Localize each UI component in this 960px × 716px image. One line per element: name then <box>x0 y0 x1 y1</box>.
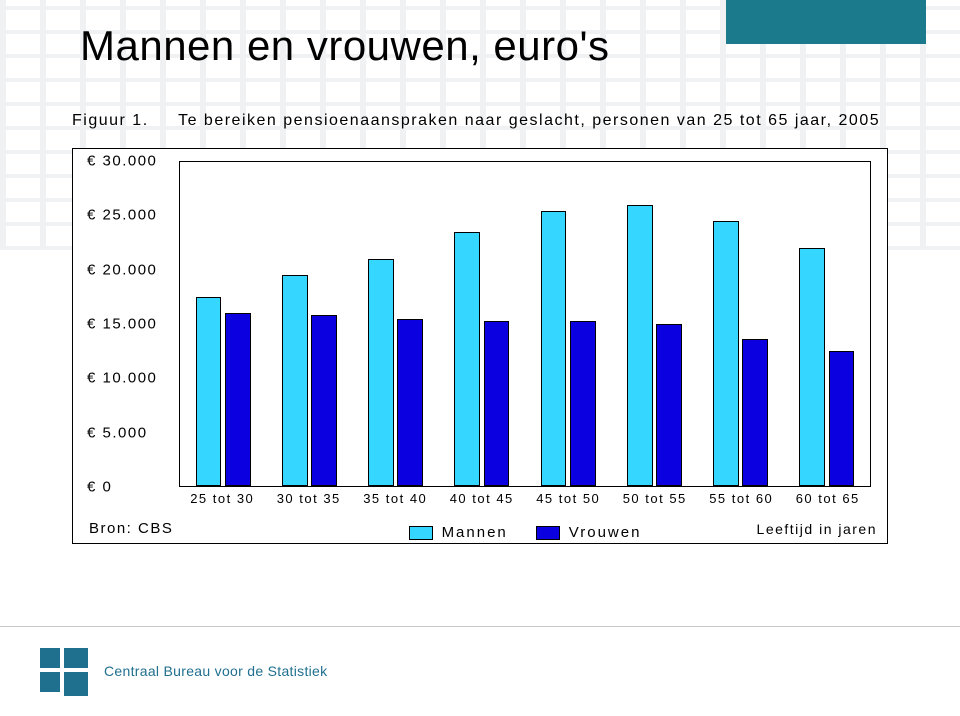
x-tick-label: 40 tot 45 <box>439 491 526 506</box>
bar-mannen <box>627 205 653 486</box>
footer: Centraal Bureau voor de Statistiek <box>0 626 960 716</box>
legend-item: Mannen <box>409 524 508 541</box>
bar-vrouwen <box>311 315 337 486</box>
legend-label: Vrouwen <box>569 524 642 541</box>
bar-group <box>266 162 352 486</box>
x-tick-label: 45 tot 50 <box>525 491 612 506</box>
plot-area <box>179 161 871 487</box>
bar-groups <box>180 162 870 486</box>
bar-mannen <box>282 275 308 486</box>
bar-group <box>784 162 870 486</box>
caption-description: Te bereiken pensioenaanspraken naar gesl… <box>178 112 880 129</box>
y-tick-label: € 10.000 <box>73 370 173 387</box>
bar-vrouwen <box>570 321 596 486</box>
legend-label: Mannen <box>442 524 508 541</box>
x-tick-label: 25 tot 30 <box>179 491 266 506</box>
caption-figure-label: Figuur 1. <box>72 112 149 129</box>
bar-mannen <box>368 259 394 486</box>
bar-group <box>525 162 611 486</box>
cbs-logo-icon <box>40 648 88 696</box>
chart-caption: Figuur 1. Te bereiken pensioenaanspraken… <box>72 112 880 130</box>
y-tick-label: € 0 <box>73 479 173 496</box>
bar-mannen <box>196 297 222 486</box>
legend-swatch-icon <box>536 526 560 540</box>
x-tick-label: 35 tot 40 <box>352 491 439 506</box>
bar-vrouwen <box>829 351 855 486</box>
legend-item: Vrouwen <box>536 524 642 541</box>
header-accent-block <box>726 0 926 44</box>
x-tick-label: 30 tot 35 <box>266 491 353 506</box>
bar-vrouwen <box>397 319 423 486</box>
bar-mannen <box>799 248 825 486</box>
y-tick-label: € 15.000 <box>73 316 173 333</box>
x-tick-label: 50 tot 55 <box>612 491 699 506</box>
bar-group <box>611 162 697 486</box>
x-bottom-row: MannenVrouwen Bron: CBS Leeftijd in jare… <box>179 524 871 541</box>
footer-org-name: Centraal Bureau voor de Statistiek <box>104 664 327 679</box>
bar-vrouwen <box>742 339 768 486</box>
bar-group <box>353 162 439 486</box>
y-tick-label: € 25.000 <box>73 207 173 224</box>
footer-text: Centraal Bureau voor de Statistiek <box>104 664 327 679</box>
x-axis: 25 tot 3030 tot 3535 tot 4040 tot 4545 t… <box>179 487 871 543</box>
x-tick-label: 55 tot 60 <box>698 491 785 506</box>
bar-mannen <box>541 211 567 486</box>
page-title: Mannen en vrouwen, euro's <box>80 22 610 70</box>
bar-vrouwen <box>225 313 251 486</box>
bar-group <box>698 162 784 486</box>
bar-vrouwen <box>656 324 682 486</box>
bar-group <box>439 162 525 486</box>
chart-frame: € 0 € 5.000 € 10.000 € 15.000 € 20.000 € 25.0… <box>72 148 888 544</box>
bar-mannen <box>454 232 480 486</box>
y-axis: € 0€ 5.000€ 10.000€ 15.000€ 20.000€ 25.0… <box>73 161 173 487</box>
bar-group <box>180 162 266 486</box>
y-tick-label: € 5.000 <box>73 424 173 441</box>
y-tick-label: € 30.000 <box>73 153 173 170</box>
bar-mannen <box>713 221 739 486</box>
x-axis-title: Leeftijd in jaren <box>757 521 877 537</box>
legend-swatch-icon <box>409 526 433 540</box>
chart-source-label: Bron: CBS <box>89 520 173 537</box>
bar-vrouwen <box>484 321 510 486</box>
x-ticks: 25 tot 3030 tot 3535 tot 4040 tot 4545 t… <box>179 491 871 506</box>
x-tick-label: 60 tot 65 <box>785 491 872 506</box>
y-tick-label: € 20.000 <box>73 261 173 278</box>
